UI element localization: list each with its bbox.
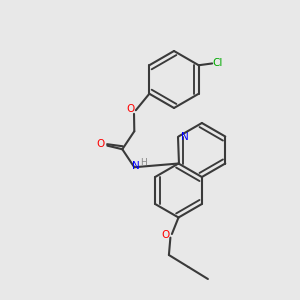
Text: O: O xyxy=(97,139,105,148)
Text: N: N xyxy=(132,161,140,171)
Text: O: O xyxy=(161,230,170,240)
Text: O: O xyxy=(126,104,134,114)
Text: Cl: Cl xyxy=(212,58,223,68)
Text: H: H xyxy=(140,158,147,167)
Text: N: N xyxy=(181,132,189,142)
